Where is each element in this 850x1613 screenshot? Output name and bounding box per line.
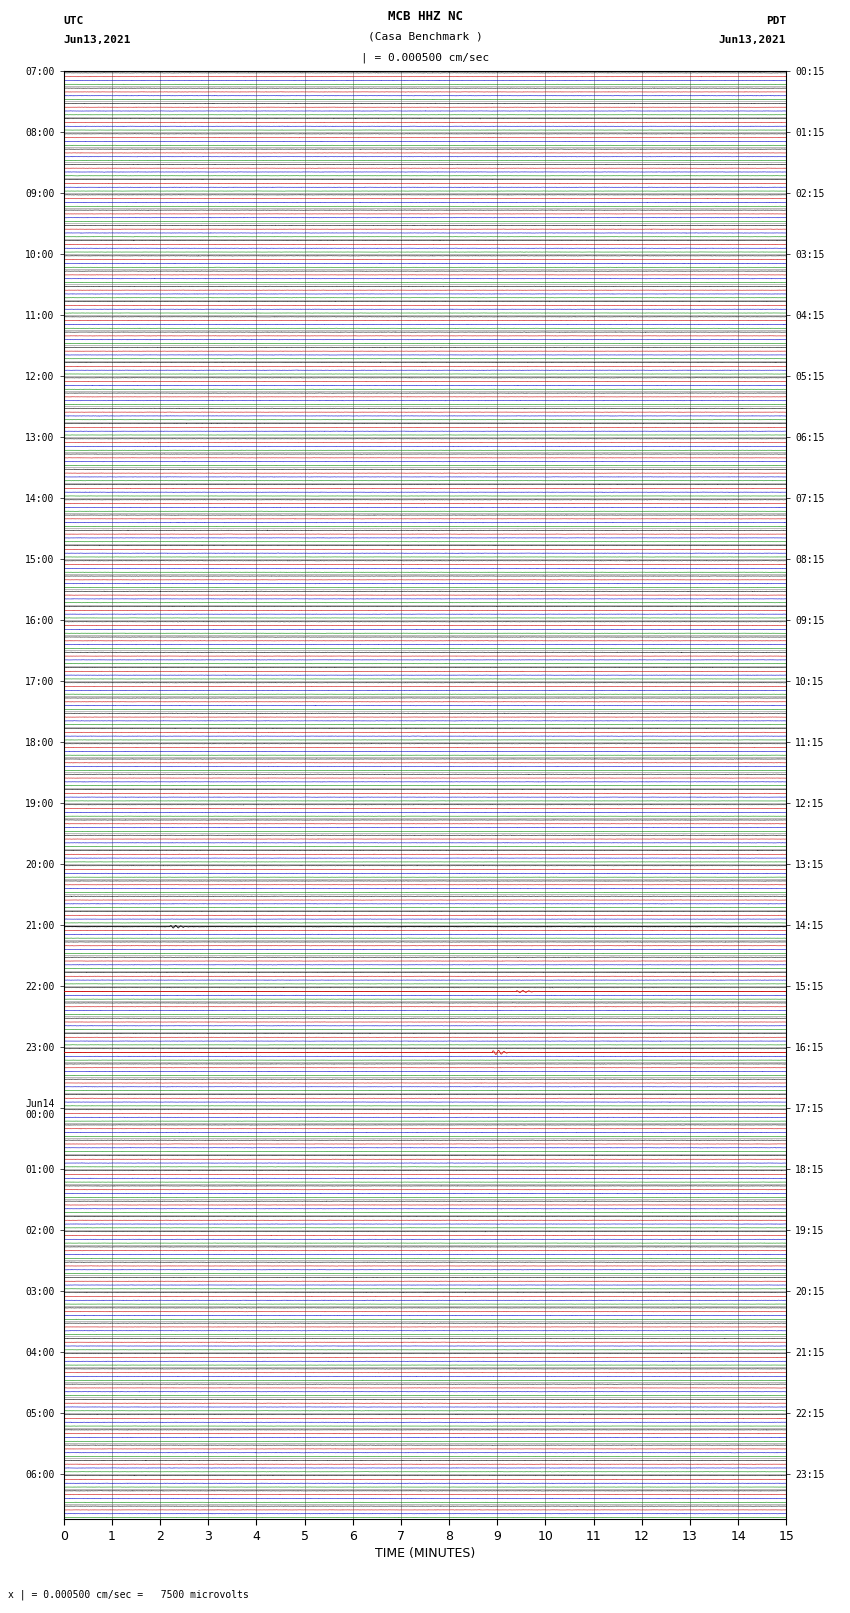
X-axis label: TIME (MINUTES): TIME (MINUTES) [375, 1547, 475, 1560]
Text: UTC: UTC [64, 16, 84, 26]
Text: x | = 0.000500 cm/sec =   7500 microvolts: x | = 0.000500 cm/sec = 7500 microvolts [8, 1589, 249, 1600]
Text: | = 0.000500 cm/sec: | = 0.000500 cm/sec [361, 52, 489, 63]
Text: MCB HHZ NC: MCB HHZ NC [388, 10, 462, 23]
Text: Jun13,2021: Jun13,2021 [719, 35, 786, 45]
Text: PDT: PDT [766, 16, 786, 26]
Text: Jun13,2021: Jun13,2021 [64, 35, 131, 45]
Text: (Casa Benchmark ): (Casa Benchmark ) [367, 32, 483, 42]
